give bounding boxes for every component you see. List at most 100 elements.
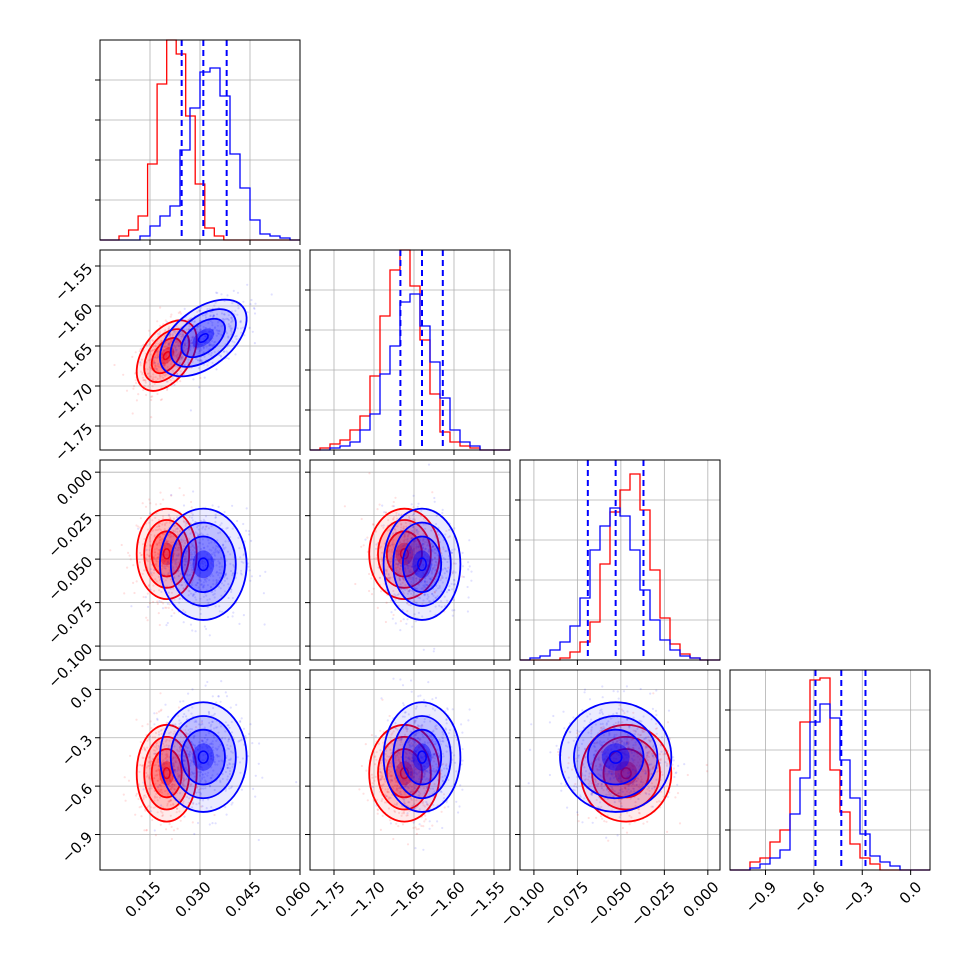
sample-point (242, 614, 245, 617)
sample-point (410, 580, 413, 584)
sample-point (160, 728, 163, 731)
sample-point (143, 537, 146, 541)
sample-point (396, 525, 399, 528)
sample-point (389, 770, 392, 773)
sample-point (167, 342, 170, 345)
sample-point (187, 709, 190, 712)
sample-point (177, 554, 180, 557)
sample-point (419, 548, 422, 552)
sample-point (212, 314, 215, 317)
sample-point (167, 800, 170, 803)
sample-point (166, 553, 169, 557)
sample-point (429, 610, 432, 613)
sample-point (409, 791, 412, 794)
sample-point (392, 532, 395, 535)
sample-point (403, 534, 406, 538)
sample-point (414, 719, 417, 722)
sample-point (230, 590, 233, 594)
sample-point (421, 769, 424, 773)
density-fill (386, 749, 422, 798)
sample-point (386, 577, 389, 580)
sample-point (418, 769, 421, 772)
sample-point (384, 572, 388, 576)
sample-point (210, 723, 213, 726)
sample-point (468, 708, 471, 711)
sample-point (211, 746, 215, 749)
sample-point (173, 549, 176, 552)
sample-point (239, 321, 242, 324)
sample-point (175, 356, 178, 359)
sample-point (258, 742, 261, 745)
sample-point (144, 381, 147, 384)
sample-point (168, 544, 171, 547)
sample-point (182, 777, 185, 780)
sample-point (396, 566, 400, 569)
sample-point (407, 801, 410, 804)
sample-point (217, 585, 220, 588)
sample-point (176, 807, 179, 810)
sample-point (215, 570, 219, 574)
sample-point (628, 772, 631, 775)
sample-point (183, 521, 186, 524)
sample-point (375, 556, 378, 560)
sample-point (158, 777, 161, 780)
sample-point (397, 513, 400, 516)
sample-point (433, 752, 436, 755)
sample-point (161, 781, 164, 785)
sample-point (156, 748, 159, 751)
sample-point (446, 570, 449, 573)
sample-point (422, 560, 425, 563)
sample-point (172, 566, 175, 569)
sample-point (210, 525, 213, 528)
panel-content (113, 283, 273, 419)
sample-point (187, 338, 190, 341)
density-fill (393, 522, 451, 607)
sample-point (170, 313, 173, 316)
sample-point (231, 504, 234, 507)
sample-point (389, 748, 392, 752)
sample-point (419, 756, 422, 759)
contour-line (135, 319, 198, 392)
sample-point (418, 725, 421, 728)
sample-point (452, 583, 456, 586)
sample-point (453, 609, 456, 612)
sample-point (422, 787, 425, 790)
sample-point (413, 737, 416, 740)
sample-point (177, 345, 180, 348)
sample-point (158, 769, 161, 772)
sample-point (408, 783, 411, 786)
sample-point (433, 557, 436, 560)
sample-point (185, 725, 188, 728)
sample-point (145, 548, 148, 551)
sample-point (202, 331, 205, 334)
sample-point (213, 558, 216, 562)
sample-point (435, 748, 438, 751)
sample-point (411, 526, 415, 529)
sample-point (167, 559, 170, 562)
sample-point (219, 743, 222, 747)
sample-point (158, 333, 161, 336)
sample-point (427, 738, 431, 741)
sample-point (153, 589, 156, 593)
sample-point (430, 571, 434, 574)
sample-point (574, 757, 578, 760)
sample-point (202, 525, 205, 529)
sample-point (424, 520, 427, 523)
sample-point (157, 354, 160, 357)
sample-point (158, 589, 161, 592)
sample-point (385, 749, 388, 753)
sample-point (389, 748, 392, 751)
sample-point (148, 756, 151, 760)
sample-point (209, 746, 212, 749)
sample-point (163, 573, 166, 577)
sample-point (193, 593, 196, 596)
sample-point (209, 354, 213, 357)
panel-p1-p3 (95, 459, 301, 665)
sample-point (185, 585, 188, 588)
sample-point (187, 769, 190, 773)
sample-point (145, 559, 148, 562)
sample-point (236, 313, 239, 316)
sample-point (247, 530, 251, 533)
sample-point (161, 373, 164, 376)
sample-point (396, 784, 399, 787)
